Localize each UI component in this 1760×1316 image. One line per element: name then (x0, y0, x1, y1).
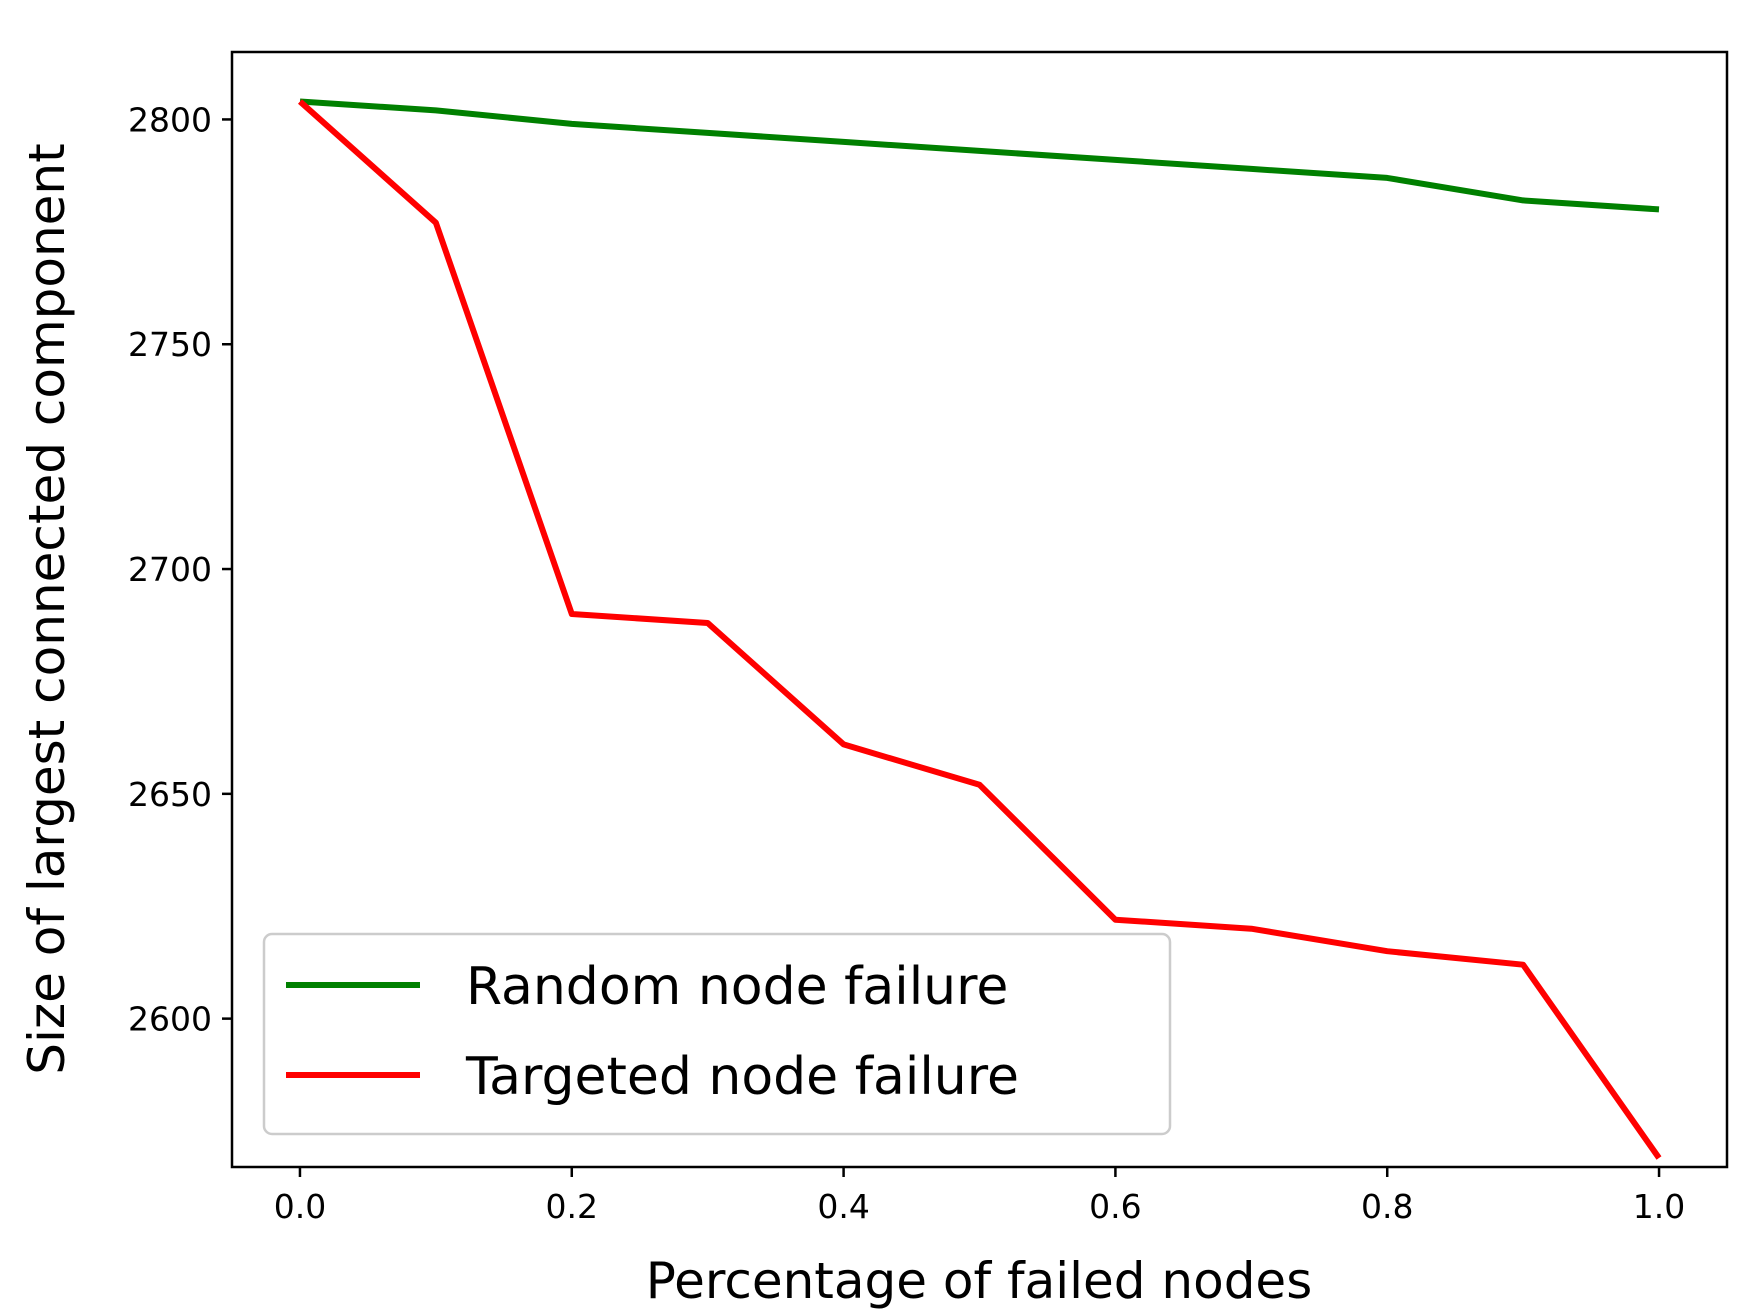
legend-box (262, 932, 1172, 1136)
plot-area-frame (230, 50, 1729, 1169)
x-tick-label: 0.4 (817, 1187, 869, 1226)
y-tick-label: 2750 (128, 325, 212, 364)
x-axis-label: Percentage of failed nodes (646, 1252, 1313, 1310)
series-line-random-node-failure (299, 98, 1660, 213)
series-line-targeted-node-failure (298, 99, 1662, 1160)
x-tick-label: 0.0 (274, 1187, 326, 1226)
legend-label-random-node-failure: Random node failure (466, 957, 1008, 1017)
x-tick-label: 0.6 (1089, 1187, 1141, 1226)
y-axis-ticks: 2600 2650 2700 2750 2800 (128, 100, 232, 1039)
y-tick-label: 2650 (128, 775, 212, 814)
x-tick-label: 1.0 (1633, 1187, 1685, 1226)
y-axis-label: Size of largest connected component (18, 143, 76, 1074)
legend-label-targeted-node-failure: Targeted node failure (465, 1047, 1019, 1107)
series-layer (298, 98, 1662, 1160)
x-axis-ticks: 0.0 0.2 0.4 0.6 0.8 1.0 (274, 1167, 1685, 1226)
legend: Random node failure Targeted node failur… (262, 932, 1172, 1136)
y-tick-label: 2800 (128, 100, 212, 139)
y-tick-label: 2600 (128, 1000, 212, 1039)
x-tick-label: 0.8 (1361, 1187, 1413, 1226)
x-tick-label: 0.2 (546, 1187, 598, 1226)
y-tick-label: 2700 (128, 550, 212, 589)
